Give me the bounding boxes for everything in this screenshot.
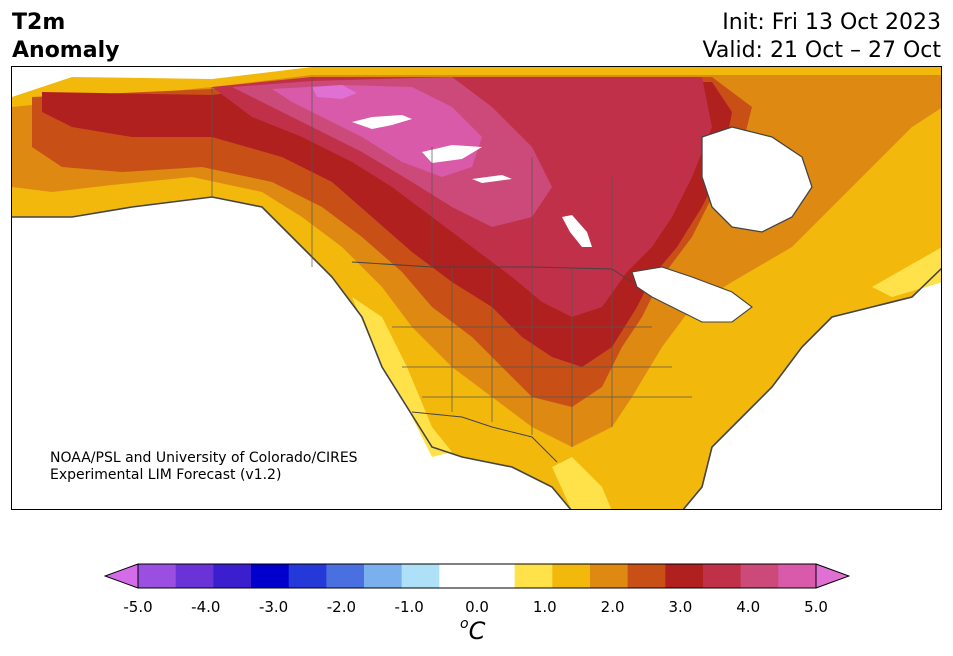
- colorbar: [104, 563, 850, 589]
- colorbar-segment: [251, 564, 290, 588]
- zone-light-yellow-west: [352, 297, 452, 457]
- colorbar-ticks: -5.0 -4.0 -3.0 -2.0 -1.0 0.0 1.0 2.0 3.0 4.0 5.0: [0, 598, 953, 618]
- colorbar-segments: [105, 564, 849, 588]
- colorbar-tick-label: 1.0: [532, 598, 557, 616]
- title-line-1: T2m: [12, 10, 66, 35]
- lake-athabasca: [472, 175, 512, 183]
- colorbar-segment: [138, 564, 177, 588]
- colorbar-segment: [627, 564, 666, 588]
- hudson-bay-coast: [701, 126, 813, 233]
- colorbar-segment: [665, 564, 704, 588]
- colorbar-tick-label: 2.0: [600, 598, 625, 616]
- colorbar-segment: [439, 564, 478, 588]
- credit-text: NOAA/PSL and University of Colorado/CIRE…: [50, 450, 358, 484]
- credit-line-1: NOAA/PSL and University of Colorado/CIRE…: [50, 450, 358, 466]
- colorbar-segment: [740, 564, 779, 588]
- colorbar-extend-left: [104, 563, 139, 589]
- colorbar-tick-label: 5.0: [804, 598, 828, 616]
- lake-winnipeg: [562, 215, 592, 247]
- colorbar-tick-label: -2.0: [326, 598, 357, 616]
- coastline-east: [682, 267, 941, 509]
- great-bear-lake: [422, 145, 482, 163]
- colorbar-tick-label: -5.0: [123, 598, 153, 616]
- init-date: Init: Fri 13 Oct 2023: [722, 10, 941, 35]
- map-canvas: [12, 67, 941, 509]
- great-lakes: [632, 267, 752, 322]
- anomaly-map: NOAA/PSL and University of Colorado/CIRE…: [11, 66, 942, 510]
- unit-degree-sup: o: [460, 616, 469, 632]
- colorbar-tick-label: 3.0: [668, 598, 693, 616]
- colorbar-segment: [703, 564, 742, 588]
- credit-line-2: Experimental LIM Forecast (v1.2): [50, 467, 282, 483]
- us-mexico-border: [411, 411, 558, 463]
- colorbar-segment: [590, 564, 629, 588]
- colorbar-outline: [137, 563, 817, 589]
- colorbar-segment: [213, 564, 252, 588]
- zone-violet-peak: [312, 85, 357, 99]
- colorbar-segment: [364, 564, 403, 588]
- map-title: T2m Anomaly: [12, 9, 119, 65]
- colorbar-segment: [175, 564, 214, 588]
- colorbar-extend-low: [105, 564, 138, 588]
- zone-light-yellow-south: [552, 457, 612, 509]
- great-slave-lake: [352, 115, 412, 129]
- coastline: [12, 196, 572, 509]
- colorbar-segment: [477, 564, 516, 588]
- colorbar-tick-label: 0.0: [465, 598, 489, 616]
- great-lakes-coast: [631, 266, 753, 323]
- colorbar-segment: [288, 564, 327, 588]
- interior-borders: [211, 77, 692, 447]
- colorbar-segment: [326, 564, 365, 588]
- colorbar-tick-label: -3.0: [258, 598, 289, 616]
- colorbar-segment: [778, 564, 817, 588]
- colorbar-extend-right: [815, 563, 850, 589]
- unit-base: C: [468, 617, 486, 645]
- colorbar-segment: [552, 564, 591, 588]
- colorbar-tick-label: -1.0: [394, 598, 424, 616]
- colorbar-tick-label: -4.0: [191, 598, 221, 616]
- colorbar-tick-label: 4.0: [736, 598, 761, 616]
- colorbar-segment: [514, 564, 553, 588]
- colorbar-unit: oC: [460, 616, 485, 645]
- colorbar-extend-high: [816, 564, 849, 588]
- valid-range: Valid: 21 Oct – 27 Oct: [702, 38, 941, 63]
- title-line-2: Anomaly: [12, 38, 120, 63]
- forecast-dates: Init: Fri 13 Oct 2023 Valid: 21 Oct – 27…: [703, 9, 941, 65]
- colorbar-segment: [401, 564, 440, 588]
- hudson-bay: [702, 127, 812, 232]
